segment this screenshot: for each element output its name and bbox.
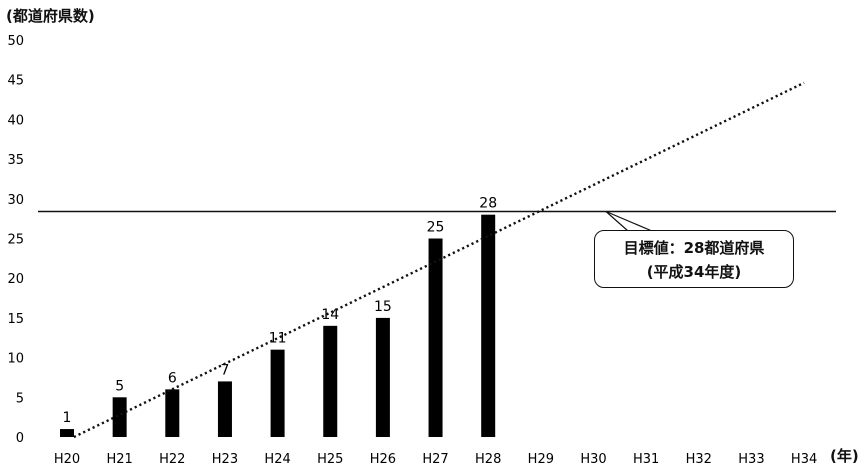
- y-tick-label: 25: [7, 233, 24, 248]
- data-label: 15: [374, 299, 392, 315]
- x-tick-label: H20: [54, 452, 80, 467]
- data-label: 11: [269, 331, 287, 347]
- x-tick-label: H27: [422, 452, 448, 467]
- trendline: [73, 81, 805, 439]
- target-label: 目標値：28都道府県: [623, 239, 765, 257]
- data-label: 25: [427, 220, 445, 236]
- y-tick-label: 10: [7, 352, 24, 367]
- callout-pointer: [605, 210, 653, 232]
- bar: [481, 214, 496, 437]
- data-label: 6: [168, 370, 177, 386]
- y-tick-label: 20: [7, 272, 24, 287]
- x-axis-ticks: H20 H21 H22 H23 H24 H25 H26 H27 H28 H29 H30 H31 H32 H…: [54, 452, 817, 467]
- bar: [112, 397, 127, 437]
- y-axis-title: (都道府県数): [6, 7, 95, 25]
- data-label: 14: [321, 307, 339, 323]
- y-tick-label: 45: [7, 74, 24, 89]
- y-tick-label: 5: [16, 391, 24, 406]
- x-tick-label: H23: [212, 452, 238, 467]
- y-tick-label: 0: [16, 431, 24, 446]
- bar: [60, 429, 74, 437]
- bar: [428, 238, 443, 437]
- x-tick-label: H26: [370, 452, 396, 467]
- x-tick-label: H33: [738, 452, 764, 467]
- x-tick-label: H28: [475, 452, 501, 467]
- x-tick-label: H24: [264, 452, 290, 467]
- x-tick-label: H22: [159, 452, 185, 467]
- data-label: 7: [220, 362, 229, 378]
- x-tick-label: H30: [580, 452, 606, 467]
- y-tick-label: 30: [7, 193, 24, 208]
- x-tick-label: H31: [633, 452, 659, 467]
- y-tick-label: 35: [7, 153, 24, 168]
- y-tick-label: 40: [7, 113, 24, 128]
- bar: [270, 349, 285, 437]
- bar: [165, 389, 180, 437]
- data-label: 5: [115, 378, 124, 394]
- y-tick-label: 50: [7, 34, 24, 49]
- data-label: 1: [63, 410, 72, 426]
- x-tick-label: H34: [791, 452, 817, 467]
- x-tick-label: H21: [106, 452, 132, 467]
- target-callout: 目標値：28都道府県 (平成34年度): [594, 230, 794, 288]
- bars: [60, 214, 496, 437]
- x-tick-label: H25: [317, 452, 343, 467]
- data-label: 28: [479, 196, 497, 212]
- x-axis-unit: (年): [830, 447, 859, 465]
- bar: [217, 381, 232, 437]
- bar: [323, 325, 338, 437]
- x-tick-label: H29: [528, 452, 554, 467]
- y-axis-ticks: 0 5 10 15 20 25 30 35 40 45 50: [7, 34, 24, 446]
- bar: [375, 317, 390, 437]
- x-tick-label: H32: [686, 452, 712, 467]
- y-tick-label: 15: [7, 312, 24, 327]
- target-period: (平成34年度): [646, 263, 742, 281]
